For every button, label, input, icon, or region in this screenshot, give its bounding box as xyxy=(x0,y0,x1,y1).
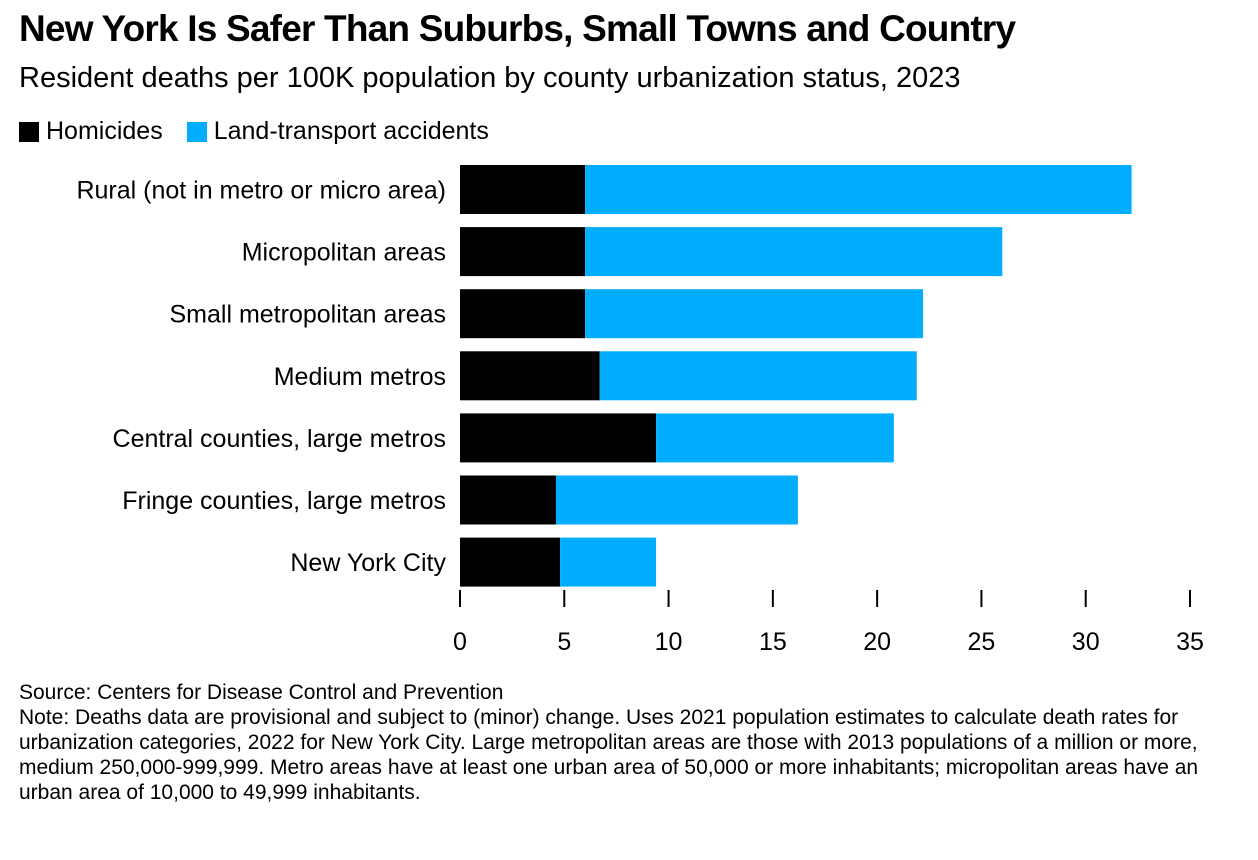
x-tick-label: 15 xyxy=(759,628,787,656)
legend-item-transport: Land-transport accidents xyxy=(186,117,489,146)
x-tick-label: 25 xyxy=(968,628,996,656)
category-label: Central counties, large metros xyxy=(113,425,446,453)
bar-homicides xyxy=(460,413,657,463)
legend: Homicides Land-transport accidents xyxy=(19,117,513,146)
bar-transport xyxy=(585,289,924,339)
chart-subtitle: Resident deaths per 100K population by c… xyxy=(19,62,961,94)
legend-swatch-transport xyxy=(186,121,207,142)
source-note: Source: Centers for Disease Control and … xyxy=(19,681,504,704)
x-tick-label: 10 xyxy=(655,628,683,656)
x-tick-label: 30 xyxy=(1072,628,1100,656)
bar-homicides xyxy=(460,227,586,277)
category-label: Small metropolitan areas xyxy=(169,301,446,329)
x-tick-label: 20 xyxy=(863,628,891,656)
bar-transport xyxy=(560,537,657,587)
bar-transport xyxy=(555,475,798,525)
bar-transport xyxy=(585,227,1003,277)
bar-homicides xyxy=(460,475,556,525)
category-label: Fringe counties, large metros xyxy=(122,487,446,515)
methodology-note: Note: Deaths data are provisional and su… xyxy=(19,706,1199,804)
bar-transport xyxy=(585,165,1132,214)
category-label: Medium metros xyxy=(274,363,446,391)
bar-homicides xyxy=(460,351,600,401)
category-label: Rural (not in metro or micro area) xyxy=(76,177,446,205)
category-label: New York City xyxy=(290,549,446,577)
bar-homicides xyxy=(460,537,561,587)
chart-title: New York Is Safer Than Suburbs, Small To… xyxy=(19,8,1016,49)
category-label: Micropolitan areas xyxy=(242,239,446,267)
legend-swatch-homicides xyxy=(19,121,39,142)
bar-transport xyxy=(599,351,917,401)
legend-label-homicides: Homicides xyxy=(46,117,163,145)
chart-footer: Source: Centers for Disease Control and … xyxy=(19,680,1244,805)
bar-transport xyxy=(656,413,894,463)
bar-chart: Rural (not in metro or micro area) Microp… xyxy=(76,165,1204,656)
legend-label-transport: Land-transport accidents xyxy=(213,117,489,145)
x-tick-label: 5 xyxy=(557,628,571,656)
legend-item-homicides: Homicides xyxy=(19,117,163,146)
bar-homicides xyxy=(460,165,586,214)
x-tick-label: 0 xyxy=(453,628,467,656)
bar-homicides xyxy=(460,289,586,339)
x-tick-label: 35 xyxy=(1176,628,1204,656)
